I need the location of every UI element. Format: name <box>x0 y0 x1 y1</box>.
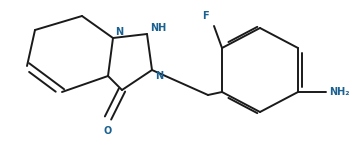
Text: F: F <box>202 11 209 21</box>
Text: O: O <box>104 126 112 136</box>
Text: N: N <box>155 71 163 81</box>
Text: NH₂: NH₂ <box>329 87 349 97</box>
Text: N: N <box>115 27 123 37</box>
Text: NH: NH <box>150 23 166 33</box>
